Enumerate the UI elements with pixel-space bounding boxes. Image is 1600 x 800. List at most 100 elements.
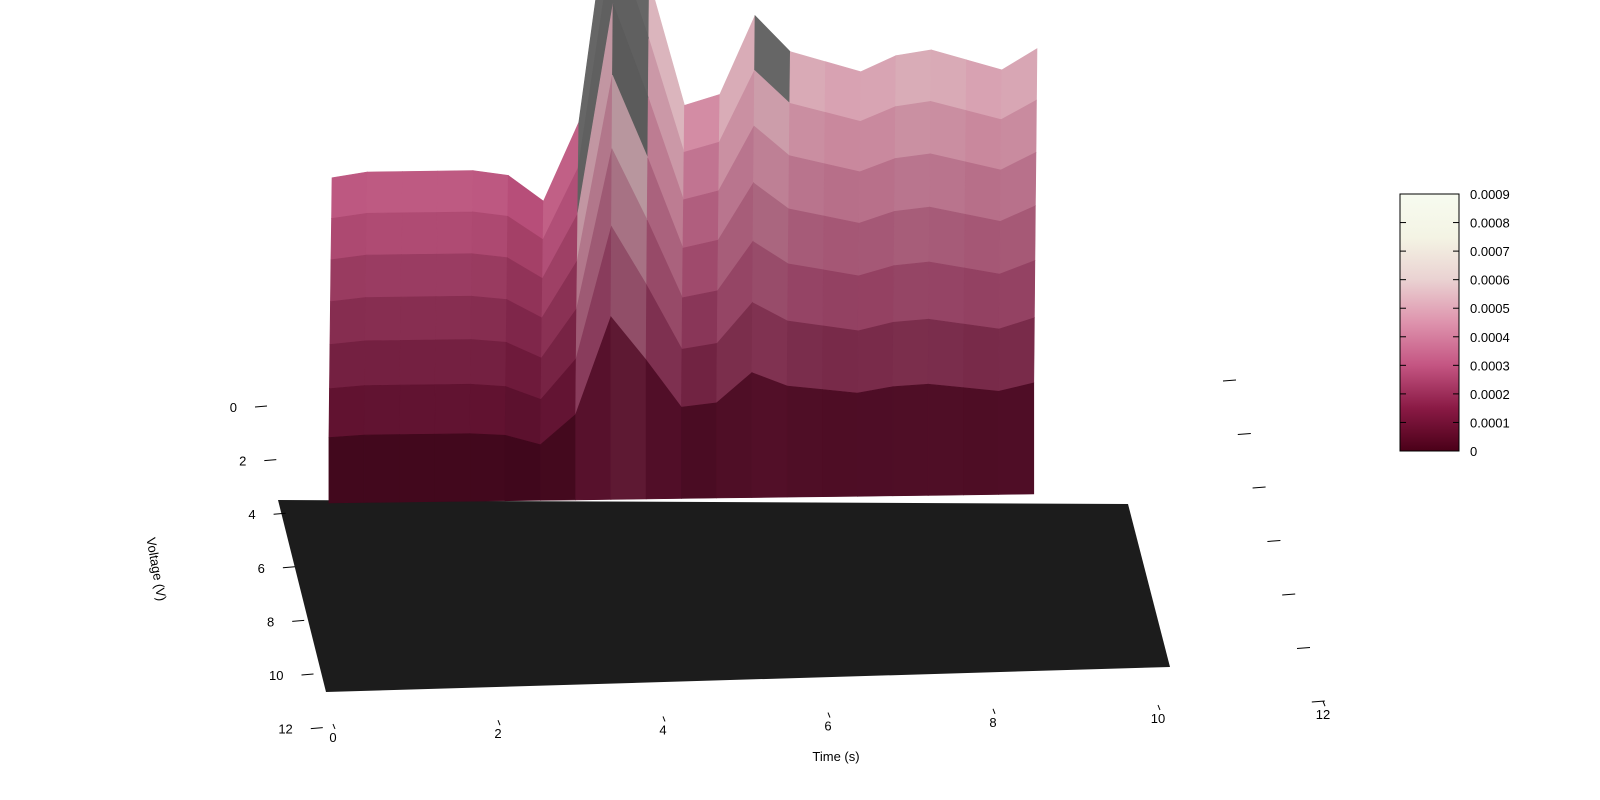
x-axis-title: Time (s) (812, 749, 859, 764)
right-tick-mark (1311, 700, 1325, 703)
y-tick-label: 8 (267, 614, 274, 629)
surface-cell (330, 254, 367, 303)
surface-skirt (469, 433, 506, 502)
colorbar-tick-label: 0 (1470, 444, 1477, 459)
surface-cell (363, 384, 401, 436)
surface-cell (471, 211, 509, 258)
y-tick-mark (273, 512, 286, 515)
surface-skirt (504, 434, 541, 502)
surface-cell (364, 340, 401, 386)
x-tick-mark (827, 712, 831, 718)
right-tick-mark (1222, 379, 1237, 382)
surface-skirt (786, 385, 823, 498)
surface-cell (822, 269, 859, 332)
surface-cell (788, 102, 826, 165)
surface-skirt (857, 386, 894, 497)
x-tick-label: 12 (1316, 707, 1330, 722)
surface-cell (929, 153, 966, 215)
surface-skirt (927, 383, 964, 496)
surface-plot (278, 0, 1170, 692)
y-tick-label: 0 (230, 400, 237, 415)
surface-skirt (363, 434, 400, 503)
surface-cell (683, 141, 720, 201)
surface-cell (786, 320, 824, 390)
surface-cell (681, 343, 718, 408)
surface-cell (366, 171, 403, 214)
y-tick-mark (264, 459, 277, 462)
surface-cell (400, 253, 438, 298)
colorbar-gradient (1399, 193, 1460, 452)
colorbar-tick-label: 0.0008 (1470, 216, 1510, 231)
x-tick-label: 2 (494, 726, 501, 741)
x-tick-mark (332, 723, 336, 730)
surface-cell (330, 212, 368, 261)
x-tick-label: 6 (824, 719, 831, 734)
right-tick-mark (1252, 486, 1266, 489)
y-tick-mark (292, 619, 305, 622)
colorbar: 0 0.0001 0.0002 0.0003 0.0004 0.0005 0.0006 0.0… (1399, 187, 1510, 459)
colorbar-tick-label: 0.0005 (1470, 301, 1510, 316)
surface-skirt (434, 433, 471, 502)
surface-cell (470, 339, 507, 387)
surface-cell (399, 384, 436, 435)
surface-cell (436, 211, 473, 255)
voltage-axis: 0 2 4 6 8 10 12 (230, 400, 323, 737)
surface-cell (435, 295, 472, 341)
surface-cell (893, 206, 931, 267)
x-tick-label: 4 (659, 722, 666, 737)
surface-cell (895, 49, 932, 107)
surface-cell (682, 190, 720, 249)
surface-cell (998, 317, 1035, 392)
surface-cell (331, 171, 368, 219)
surface-cell (892, 318, 929, 388)
surface-cell (401, 212, 438, 255)
surface-cell (789, 51, 826, 113)
surface-cell (822, 325, 859, 394)
surface-cell (930, 49, 967, 111)
right-tick-mark (1282, 593, 1296, 596)
colorbar-tick-label: 0.0003 (1470, 358, 1510, 373)
x-tick-mark (497, 720, 501, 726)
surface-cell (471, 253, 508, 300)
colorbar-tick-label: 0.0002 (1470, 387, 1510, 402)
surface-cell (472, 170, 509, 217)
surface-cell (681, 290, 718, 350)
surface-skirt (399, 433, 435, 503)
x-tick-mark (992, 708, 996, 714)
surface-skirt (998, 382, 1035, 495)
y-tick-mark (282, 566, 295, 569)
surface-cell (435, 253, 473, 297)
surface-skirt (822, 389, 858, 498)
surface-cell (329, 340, 366, 390)
surface-cell (365, 254, 402, 298)
surface-cell (328, 385, 365, 438)
surface-cell (434, 383, 471, 435)
surface-cell (400, 296, 437, 341)
surface-floor (278, 500, 1170, 692)
surface-cell (963, 267, 1000, 330)
right-tick-mark (1267, 540, 1281, 542)
right-tick-mark (1237, 433, 1251, 435)
x-tick-label: 0 (329, 730, 336, 745)
y-tick-label: 12 (278, 722, 292, 737)
surface-cell (928, 261, 965, 325)
y-tick-label: 6 (258, 561, 265, 576)
surface-cell (857, 321, 894, 394)
right-tick-mark (1296, 647, 1311, 649)
surface-skirt (681, 402, 717, 499)
surface-cell (894, 101, 932, 159)
surface-skirt (751, 372, 788, 498)
surface-cell (436, 170, 474, 213)
surface-cell (682, 239, 719, 299)
x-tick-label: 8 (989, 715, 996, 730)
y-tick-mark (310, 727, 323, 730)
surface-cell (364, 296, 402, 342)
surface-cell (929, 101, 967, 163)
colorbar-tick-label: 0.0009 (1470, 187, 1510, 202)
surface-cell (434, 339, 472, 386)
surface-cell (401, 170, 439, 214)
surface-cell (928, 206, 966, 269)
surface-cell (857, 265, 895, 332)
surface-cell (788, 155, 825, 217)
surface-cell (787, 263, 824, 327)
